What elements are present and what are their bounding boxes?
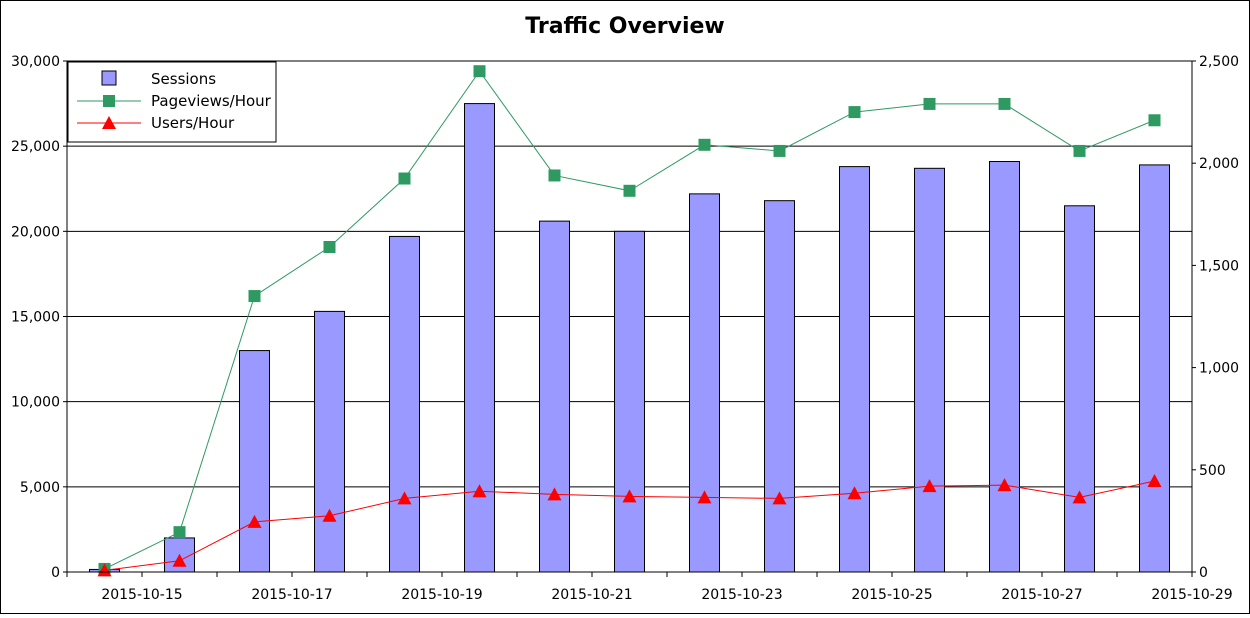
x-tick-label: 2015-10-19 [401,587,482,603]
point-users [922,479,937,493]
point-pageviews [473,65,486,78]
x-tick-label: 2015-10-17 [251,587,332,603]
chart-title: Traffic Overview [525,14,724,39]
point-pageviews [323,241,336,254]
axis-layer: 0 5,000 10,000 15,000 20,000 25,000 30,000 0 500… [11,54,1239,603]
point-users [172,553,187,567]
legend-label-users: Users/Hour [151,114,235,132]
point-users [322,508,337,522]
bar-layer [89,103,1170,573]
y-left-tick-label: 15,000 [11,310,60,326]
y-left-tick-label: 10,000 [11,395,60,411]
y-right-tick-label: 2,500 [1199,54,1239,70]
legend-marker-pageviews [103,95,115,107]
bar-sessions [464,103,495,573]
point-users [1072,490,1087,504]
y-right-tick-label: 0 [1199,565,1208,581]
point-users [97,563,112,577]
y-right-tick-label: 1,000 [1199,361,1239,377]
point-pageviews [848,106,861,119]
y-left-tick-label: 20,000 [11,224,60,240]
point-pageviews [698,138,711,151]
legend: Sessions Pageviews/Hour Users/Hour [67,61,277,143]
bar-sessions [764,200,795,573]
bar-sessions [389,235,420,573]
point-users [247,514,262,528]
y-right-tick-label: 1,500 [1199,258,1239,274]
bar-sessions [914,167,945,573]
point-pageviews [173,526,186,539]
bar-sessions [239,350,270,573]
y-left-tick-label: 30,000 [11,54,60,70]
y-left-tick-label: 25,000 [11,139,60,155]
legend-label-pageviews: Pageviews/Hour [151,92,272,110]
point-users [697,490,712,504]
point-pageviews [923,97,936,110]
y-right-tick-label: 2,000 [1199,156,1239,172]
bar-sessions [1139,164,1170,573]
point-users [622,489,637,503]
point-users [397,491,412,505]
x-tick-label: 2015-10-25 [851,587,932,603]
point-users [547,487,562,501]
point-pageviews [998,97,1011,110]
bar-sessions [614,230,645,573]
point-pageviews [623,184,636,197]
y-left-tick-label: 5,000 [20,480,60,496]
legend-marker-users [102,116,116,129]
point-users [1147,474,1162,488]
x-tick-label: 2015-10-27 [1001,587,1082,603]
point-users [772,491,787,505]
point-pageviews [773,144,786,157]
x-tick-label: 2015-10-29 [1151,587,1232,603]
point-users [997,478,1012,492]
bar-sessions [989,160,1020,573]
bar-sessions [1064,205,1095,573]
point-pageviews [1148,114,1161,127]
bar-sessions [839,166,870,573]
point-pageviews [248,290,261,303]
x-tick-label: 2015-10-21 [551,587,632,603]
line-layer [97,65,1162,577]
point-pageviews [1073,144,1086,157]
point-pageviews [548,169,561,182]
x-tick-label: 2015-10-15 [101,587,182,603]
point-users [472,484,487,498]
y-left-tick-label: 0 [51,565,60,581]
bar-sessions [689,193,720,573]
y-right-tick-label: 500 [1199,463,1226,479]
point-users [847,486,862,500]
legend-swatch-sessions [101,70,117,86]
bar-sessions [314,310,345,573]
legend-label-sessions: Sessions [151,70,216,88]
point-pageviews [398,172,411,185]
x-tick-label: 2015-10-23 [701,587,782,603]
bar-sessions [539,220,570,573]
